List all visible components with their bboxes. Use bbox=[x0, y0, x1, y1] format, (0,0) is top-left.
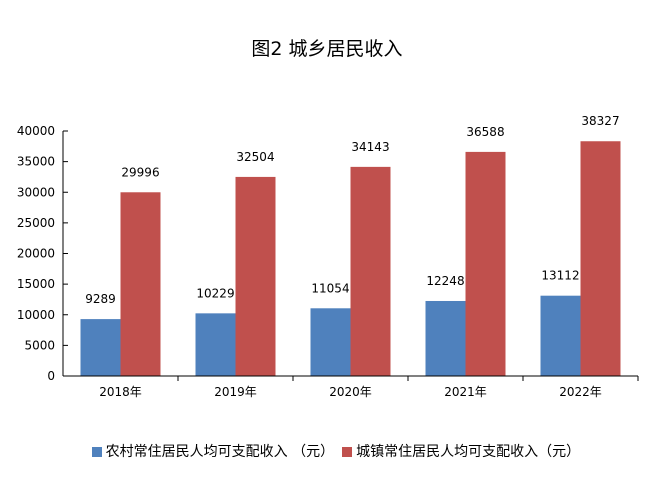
y-tick-label: 35000 bbox=[17, 155, 55, 169]
legend: 农村常住居民人均可支配收入 （元） 城镇常住居民人均可支配收入（元） bbox=[0, 425, 654, 477]
chart-title: 图2 城乡居民收入 bbox=[251, 38, 403, 60]
bar bbox=[80, 319, 121, 376]
data-label: 13112 bbox=[541, 269, 579, 283]
data-label: 38327 bbox=[581, 114, 619, 128]
x-tick-label: 2020年 bbox=[329, 385, 372, 399]
data-label: 29996 bbox=[121, 165, 159, 179]
x-tick-label: 2018年 bbox=[99, 385, 142, 399]
legend-label: 农村常住居民人均可支配收入 （元） bbox=[105, 444, 335, 460]
x-tick-label: 2021年 bbox=[444, 385, 487, 399]
bar bbox=[235, 176, 276, 376]
data-label: 32504 bbox=[236, 150, 274, 164]
data-label: 9289 bbox=[85, 292, 116, 306]
legend-item-urban: 城镇常住居民人均可支配收入（元） bbox=[342, 441, 580, 461]
y-tick-label: 40000 bbox=[17, 124, 55, 138]
y-tick-label: 5000 bbox=[24, 338, 55, 352]
bar bbox=[425, 300, 466, 376]
y-tick-label: 10000 bbox=[17, 308, 55, 322]
bar bbox=[120, 192, 161, 376]
chart: 图2 城乡居民收入 9289 29996 2018年 10229 32504 2019年 1… bbox=[16, 38, 639, 460]
legend-label: 城镇常住居民人均可支配收入（元） bbox=[356, 444, 581, 460]
data-label: 12248 bbox=[426, 274, 464, 288]
bar bbox=[310, 308, 351, 376]
y-tick-label: 0 bbox=[47, 369, 55, 383]
data-label: 11054 bbox=[311, 281, 349, 295]
bar bbox=[350, 166, 391, 376]
y-tick-label: 20000 bbox=[17, 247, 55, 261]
bar bbox=[465, 151, 506, 376]
bar bbox=[580, 141, 621, 376]
y-tick-label: 25000 bbox=[17, 216, 55, 230]
x-tick-label: 2022年 bbox=[559, 385, 602, 399]
bar bbox=[540, 295, 581, 376]
data-label: 10229 bbox=[196, 286, 234, 300]
y-tick-label: 30000 bbox=[17, 185, 55, 199]
data-label: 34143 bbox=[351, 140, 389, 154]
x-tick-label: 2019年 bbox=[214, 385, 257, 399]
data-label: 36588 bbox=[466, 125, 504, 139]
legend-swatch bbox=[91, 447, 102, 457]
legend-swatch bbox=[342, 447, 353, 457]
plot-area: 9289 29996 2018年 10229 32504 2019年 11054 34143 2… bbox=[17, 114, 639, 399]
y-tick-label: 15000 bbox=[17, 277, 55, 291]
legend-item-rural: 农村常住居民人均可支配收入 （元） bbox=[91, 441, 335, 461]
bar bbox=[195, 313, 236, 376]
